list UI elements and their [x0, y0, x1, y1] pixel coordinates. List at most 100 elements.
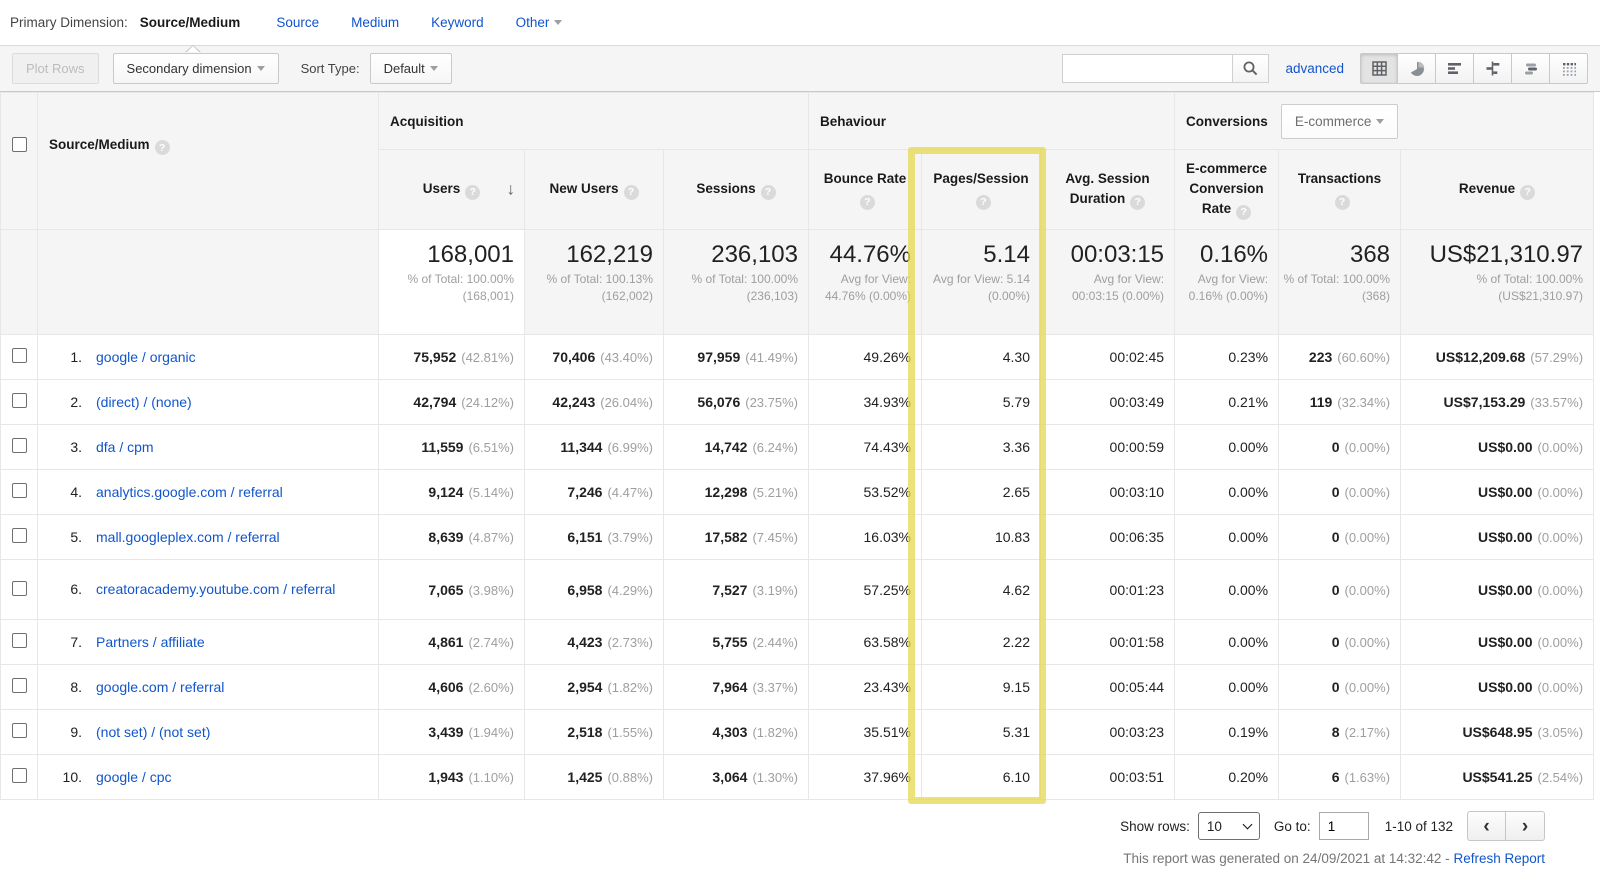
revenue-percent: (0.00%) [1537, 680, 1584, 695]
source-medium-link[interactable]: mall.googleplex.com / referral [96, 528, 280, 545]
goto-page-input[interactable] [1318, 812, 1369, 840]
column-header-bounce-rate[interactable]: Bounce Rate? [808, 149, 922, 230]
row-checkbox[interactable] [11, 393, 27, 408]
help-icon[interactable]: ? [860, 194, 875, 210]
column-header-revenue[interactable]: Revenue? [1400, 149, 1595, 230]
help-icon[interactable]: ? [154, 140, 170, 156]
sessions-percent: (7.45%) [752, 530, 798, 545]
row-number: 2. [70, 393, 82, 410]
percentage-view-button[interactable] [1398, 53, 1436, 84]
row-checkbox[interactable] [11, 348, 27, 363]
next-page-button[interactable]: › [1506, 811, 1545, 841]
primary-dimension-link-keyword[interactable]: Keyword [431, 15, 484, 30]
term-cloud-view-button[interactable] [1512, 53, 1550, 84]
sessions-cell: 5,755 (2.44%) [663, 619, 809, 665]
performance-view-button[interactable] [1436, 53, 1474, 84]
table-row: 7. Partners / affiliate 4,861 (2.74%) 4,42… [0, 619, 1595, 665]
row-checkbox[interactable] [11, 723, 27, 738]
column-header-avg-session-duration[interactable]: Avg. Session Duration? [1039, 149, 1176, 230]
show-rows-select[interactable]: 10 [1197, 812, 1260, 840]
row-checkbox[interactable] [11, 580, 27, 596]
primary-dimension-link-source[interactable]: Source [276, 15, 320, 30]
sessions-value: 56,076 [697, 394, 741, 410]
column-header-source-medium[interactable]: Source/Medium? [37, 92, 379, 230]
help-icon[interactable]: ? [465, 185, 481, 201]
source-medium-link[interactable]: creatoracademy.youtube.com / referral [96, 581, 336, 598]
primary-dimension-other-dropdown[interactable]: Other [516, 15, 563, 30]
help-icon[interactable]: ? [623, 185, 639, 201]
ecommerce-conversion-rate-value: 0.21% [1228, 394, 1269, 410]
source-medium-link[interactable]: google.com / referral [96, 678, 225, 695]
sessions-value: 4,303 [712, 724, 748, 740]
table-view-button[interactable] [1360, 53, 1398, 84]
help-icon[interactable]: ? [1520, 185, 1536, 201]
totals-dimension-cell [37, 229, 379, 335]
advanced-search-link[interactable]: advanced [1285, 61, 1344, 76]
revenue-value: US$0.00 [1478, 529, 1533, 545]
ecommerce-conversion-rate-cell: 0.00% [1174, 619, 1280, 665]
pages-session-cell: 3.36 [921, 424, 1041, 470]
pages-session-value: 6.10 [1002, 769, 1030, 785]
sessions-header-label: Sessions [696, 180, 756, 196]
column-header-ecommerce-conversion-rate[interactable]: E-commerce Conversion Rate? [1174, 149, 1280, 230]
avg-session-duration-value: 00:02:45 [1109, 349, 1165, 365]
previous-page-button[interactable]: ‹ [1467, 811, 1506, 841]
pages-session-cell: 4.62 [921, 559, 1041, 620]
column-header-new-users[interactable]: New Users? [524, 149, 664, 230]
column-header-pages-session[interactable]: Pages/Session? [921, 149, 1041, 230]
new-users-cell: 2,954 (1.82%) [524, 664, 664, 710]
row-checkbox[interactable] [11, 678, 27, 693]
source-medium-link[interactable]: Partners / affiliate [96, 633, 205, 650]
pages-session-value: 10.83 [994, 529, 1030, 545]
primary-dimension-link-medium[interactable]: Medium [351, 15, 400, 30]
search-button[interactable] [1232, 54, 1270, 83]
column-header-sessions[interactable]: Sessions? [663, 149, 809, 230]
primary-dimension-active-source-medium[interactable]: Source/Medium [139, 15, 241, 30]
transactions-value: 223 [1308, 349, 1333, 365]
new-users-percent: (4.47%) [607, 485, 653, 500]
select-all-checkbox[interactable] [12, 137, 27, 152]
pages-session-value: 2.65 [1002, 484, 1030, 500]
row-number: 9. [70, 723, 82, 740]
source-medium-link[interactable]: google / organic [96, 348, 196, 365]
sort-descending-icon[interactable]: ↓ [506, 179, 516, 199]
sessions-percent: (3.37%) [752, 680, 798, 695]
help-icon[interactable]: ? [1236, 204, 1252, 220]
revenue-percent: (0.00%) [1537, 440, 1584, 455]
revenue-percent: (33.57%) [1530, 395, 1584, 410]
plot-rows-button[interactable]: Plot Rows [12, 53, 99, 84]
help-icon[interactable]: ? [1130, 194, 1146, 210]
source-medium-link[interactable]: google / cpc [96, 768, 172, 785]
comparison-view-button[interactable] [1474, 53, 1512, 84]
pagination: ‹ › [1467, 811, 1545, 841]
avg-session-duration-cell: 00:03:49 [1039, 379, 1176, 425]
help-icon[interactable]: ? [976, 194, 991, 210]
behaviour-label: Behaviour [820, 113, 887, 129]
ecommerce-dropdown[interactable]: E-commerce [1280, 103, 1399, 139]
row-checkbox[interactable] [11, 768, 27, 783]
sessions-percent: (5.21%) [752, 485, 798, 500]
source-medium-link[interactable]: (direct) / (none) [96, 393, 192, 410]
row-checkbox[interactable] [11, 438, 27, 453]
sort-type-button[interactable]: Default [369, 53, 452, 84]
help-icon[interactable]: ? [760, 185, 776, 201]
totals-revenue: US$21,310.97 % of Total: 100.00% (US$21,… [1400, 229, 1595, 335]
source-medium-link[interactable]: analytics.google.com / referral [96, 483, 283, 500]
row-checkbox[interactable] [11, 528, 27, 543]
row-checkbox[interactable] [11, 633, 27, 648]
secondary-dimension-button[interactable]: Secondary dimension [112, 53, 279, 84]
help-icon[interactable]: ? [1334, 194, 1350, 210]
table-row: 8. google.com / referral 4,606 (2.60%) 2,9… [0, 664, 1595, 710]
search-input[interactable] [1062, 54, 1233, 83]
source-medium-link[interactable]: (not set) / (not set) [96, 723, 211, 740]
refresh-report-link[interactable]: Refresh Report [1453, 851, 1545, 866]
pivot-view-button[interactable] [1550, 53, 1588, 84]
row-checkbox[interactable] [11, 483, 27, 498]
transactions-value: 8 [1331, 724, 1340, 740]
bounce-rate-value: 35.51% [863, 724, 911, 740]
source-medium-link[interactable]: dfa / cpm [96, 438, 154, 455]
table-row: 1. google / organic 75,952 (42.81%) 70,406… [0, 334, 1595, 380]
column-header-users[interactable]: Users? ↓ [378, 149, 525, 230]
column-header-transactions[interactable]: Transactions? [1278, 149, 1402, 230]
row-checkbox-cell [0, 664, 38, 710]
